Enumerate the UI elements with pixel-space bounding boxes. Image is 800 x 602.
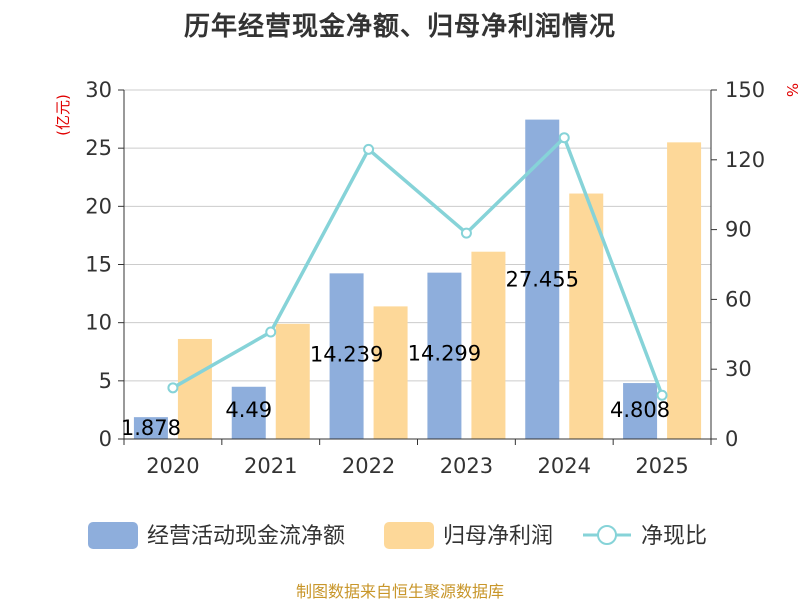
right-tick-label: 0 <box>725 427 738 451</box>
legend-label: 归母净利润 <box>443 524 553 549</box>
x-tick-label: 2022 <box>342 454 395 478</box>
gridlines <box>124 89 711 382</box>
ratio-point <box>167 382 179 394</box>
bar-data-label: 14.299 <box>408 342 481 366</box>
bar <box>275 323 310 439</box>
ratio-point <box>265 326 277 338</box>
left-axis-unit: (亿元) <box>54 94 72 136</box>
bar <box>177 338 212 439</box>
right-tick-label: 150 <box>725 78 765 102</box>
bar <box>133 417 168 439</box>
left-tick-label: 25 <box>85 136 112 160</box>
bar <box>231 386 266 439</box>
left-tick-label: 20 <box>85 194 112 218</box>
x-tick-label: 2024 <box>538 454 591 478</box>
legend-label: 经营活动现金流净额 <box>147 524 345 549</box>
bar <box>623 383 658 439</box>
bars <box>133 119 702 439</box>
left-tick-label: 5 <box>99 369 112 393</box>
bar-data-label: 27.455 <box>506 268 579 292</box>
right-tick-label: 90 <box>725 218 752 242</box>
ratio-point <box>460 227 472 239</box>
bar-data-label: 1.878 <box>121 416 181 440</box>
ratio-point <box>656 389 668 401</box>
bar <box>471 251 506 439</box>
right-tick-label: 120 <box>725 148 765 172</box>
bar-data-label: 4.808 <box>610 398 670 422</box>
ratio-line-path <box>172 135 664 396</box>
bar <box>373 306 408 439</box>
x-tick-label: 2020 <box>146 454 199 478</box>
ratio-line <box>167 132 668 401</box>
right-axis-unit: % <box>783 83 800 97</box>
ratio-point <box>558 132 570 144</box>
left-tick-label: 30 <box>85 78 112 102</box>
chart-title: 历年经营现金净额、归母净利润情况 <box>183 12 616 42</box>
left-tick-label: 0 <box>99 427 112 451</box>
right-tick-label: 60 <box>725 287 752 311</box>
legend: 经营活动现金流净额 归母净利润 净现比 <box>88 522 707 549</box>
bar <box>667 142 702 439</box>
x-tick-label: 2021 <box>244 454 297 478</box>
left-tick-label: 15 <box>85 253 112 277</box>
data-labels: 1.878 4.49 14.239 14.299 27.455 4.808 <box>121 268 670 441</box>
bar-data-label: 14.239 <box>310 342 383 366</box>
legend-marker <box>597 525 617 545</box>
x-tick-label: 2023 <box>440 454 493 478</box>
bar-data-label: 4.49 <box>225 398 272 422</box>
bar <box>329 273 364 439</box>
bar <box>569 193 604 439</box>
right-tick-label: 30 <box>725 357 752 381</box>
source-note: 制图数据来自恒生聚源数据库 <box>295 582 504 601</box>
left-tick-label: 10 <box>85 311 112 335</box>
bar <box>427 272 462 439</box>
bar <box>525 119 560 439</box>
x-tick-label: 2025 <box>635 454 688 478</box>
legend-label: 净现比 <box>641 524 707 549</box>
legend-swatch <box>88 522 138 549</box>
ratio-point <box>363 143 375 155</box>
legend-swatch <box>384 522 434 549</box>
